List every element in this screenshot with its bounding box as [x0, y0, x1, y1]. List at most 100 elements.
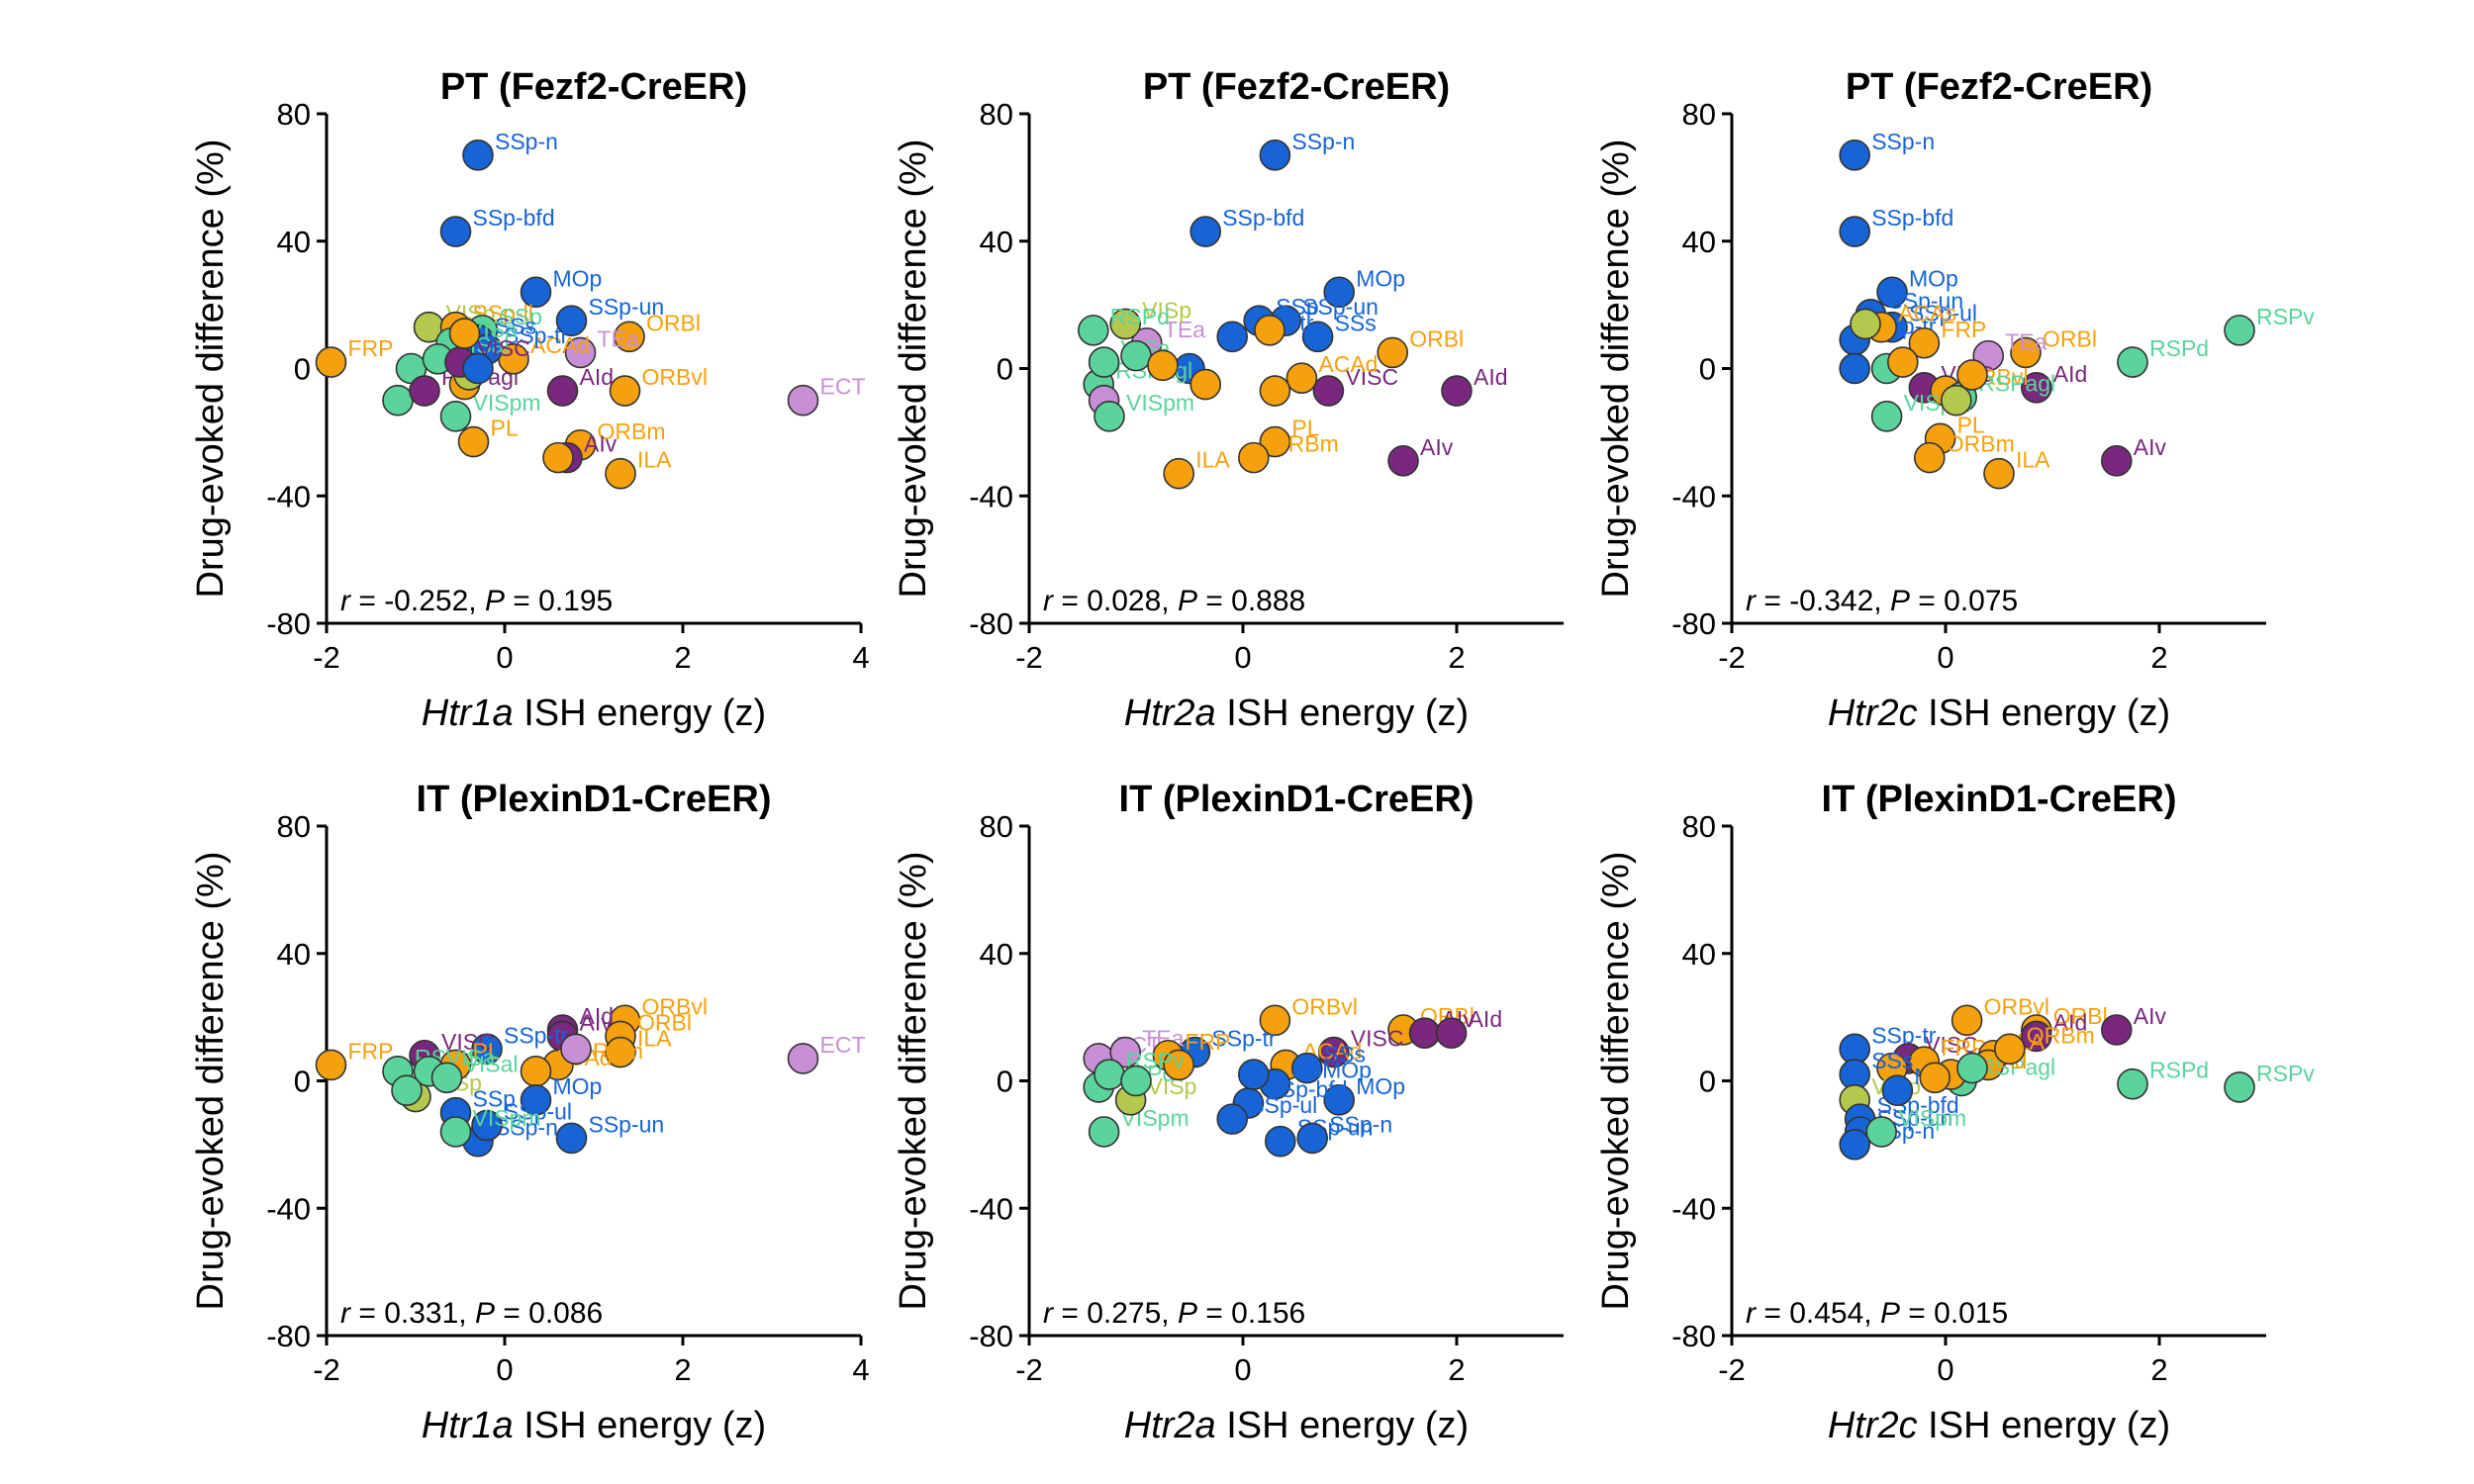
- point-label: TEa: [2005, 329, 2046, 355]
- panel-title: PT (Fezf2-CreER): [1846, 66, 2152, 108]
- y-tick-label: -80: [1671, 606, 1716, 641]
- point-label: ORBl: [646, 310, 701, 335]
- data-point: [2224, 315, 2255, 346]
- y-tick-label: 40: [277, 937, 311, 972]
- data-point: [439, 216, 472, 247]
- y-tick-label: -80: [1671, 1319, 1716, 1353]
- data-point: [1323, 1084, 1355, 1116]
- data-point: [546, 375, 579, 407]
- scatter-panel-3: PT (Fezf2-CreER) 80 40 0 -40 -80-2 0 2 Htr2c ISH…: [1595, 66, 2315, 734]
- x-axis-unit: ISH energy (z): [1918, 693, 2171, 734]
- y-tick-label: -80: [969, 1319, 1013, 1353]
- x-tick-label: 2: [1448, 640, 1465, 675]
- data-point: [315, 1049, 347, 1081]
- x-tick-label: 4: [852, 640, 869, 675]
- point-label: ORBl: [2053, 1003, 2108, 1029]
- stat-r-label: r: [340, 1297, 351, 1330]
- point-label: SSp-un: [1887, 288, 1963, 314]
- stat-p-value: = 0.086: [495, 1297, 603, 1330]
- point-label: SSp-n: [1329, 1111, 1392, 1137]
- data-point: [1088, 1116, 1120, 1148]
- point-label: ILA: [637, 447, 672, 473]
- y-axis-label: Drug-evoked difference (%): [190, 852, 232, 1311]
- data-point: [430, 1062, 463, 1094]
- data-point: [1956, 1052, 1988, 1084]
- data-point: [520, 1084, 552, 1116]
- x-tick-label: 2: [674, 1352, 691, 1387]
- data-point: [1919, 1062, 1951, 1094]
- data-point: [1850, 308, 1881, 340]
- data-point: [1323, 276, 1355, 309]
- point-label: MOp: [1356, 265, 1405, 291]
- data-point: [605, 1036, 636, 1068]
- stat-p-value: = 0.195: [505, 585, 613, 617]
- data-point: [2224, 1071, 2255, 1103]
- y-tick-label: -40: [1671, 479, 1716, 513]
- point-label: TEa: [1164, 317, 1205, 342]
- x-axis-unit: ISH energy (z): [1216, 693, 1470, 734]
- stat-p-label: P: [1178, 585, 1197, 617]
- stat-r-value: = -0.252,: [350, 585, 485, 617]
- data-point: [382, 384, 414, 417]
- point-label: SSMOp: [1291, 1058, 1372, 1083]
- point-label: SSp: [500, 304, 542, 329]
- y-tick-label: 80: [980, 97, 1013, 132]
- point-label: AIv: [1420, 434, 1454, 460]
- x-axis-gene: Htr2c: [1828, 693, 1918, 734]
- data-point: [1259, 139, 1291, 171]
- x-axis-gene: Htr1a: [422, 693, 514, 734]
- point-label: VISal: [464, 1051, 519, 1076]
- data-point: [560, 1033, 592, 1066]
- data-point: [1951, 1004, 1983, 1037]
- point-label: SSp-tr: [504, 323, 569, 348]
- data-point: [1983, 457, 2015, 490]
- data-point: [1094, 1059, 1125, 1090]
- point-label: SSp-un: [589, 294, 665, 320]
- point-label: FRP: [1941, 317, 1986, 342]
- data-point: [1377, 336, 1408, 369]
- point-label: AId: [580, 1003, 615, 1029]
- data-point: [1265, 1125, 1296, 1158]
- y-tick-label: 40: [980, 225, 1013, 259]
- data-point: [471, 1033, 503, 1066]
- data-point: [2101, 1014, 2133, 1046]
- point-label: SSp-tr: [504, 1022, 569, 1048]
- panel-title: PT (Fezf2-CreER): [1143, 66, 1450, 108]
- x-tick-label: -2: [1015, 640, 1043, 675]
- point-label: RSPagl: [1978, 370, 2055, 396]
- y-tick-label: -40: [969, 1191, 1013, 1226]
- stat-r-value: = 0.454,: [1756, 1297, 1880, 1330]
- correlation-stat: r = 0.275, P = 0.156: [1043, 1297, 1305, 1330]
- stat-r-label: r: [340, 585, 351, 617]
- point-label: FRP: [348, 335, 394, 361]
- point-label: ACAs: [1898, 301, 1956, 326]
- scatter-panel-2: PT (Fezf2-CreER) 80 40 0 -40 -80-2 0 2 Htr2a ISH…: [893, 66, 1564, 734]
- point-label: SSs: [495, 314, 536, 339]
- point-label: ORBm: [598, 418, 666, 444]
- data-point: [1887, 346, 1919, 378]
- point-label: AIv: [2134, 434, 2167, 460]
- point-label: AId: [1474, 364, 1508, 390]
- scatter-panel-5: IT (PlexinD1-CreER) 80 40 0 -40 -80-2 0 2 Htr2a …: [893, 779, 1564, 1446]
- stat-r-value: = 0.331,: [350, 1297, 475, 1330]
- y-axis-label: Drug-evoked difference (%): [893, 139, 934, 599]
- y-tick-label: 0: [997, 352, 1013, 387]
- x-axis-label: Htr2a ISH energy (z): [1124, 1405, 1469, 1446]
- point-label: SSs: [1324, 1042, 1366, 1067]
- data-point: [1259, 425, 1291, 458]
- data-point: [1865, 1116, 1897, 1148]
- data-point: [605, 457, 636, 490]
- y-tick-label: 80: [277, 97, 311, 132]
- stat-r-label: r: [1746, 1297, 1757, 1330]
- y-tick-label: 40: [1682, 937, 1716, 972]
- x-tick-label: 2: [2150, 1352, 2167, 1387]
- data-point: [1408, 1017, 1441, 1050]
- data-point: [1318, 1036, 1350, 1068]
- data-point: [1088, 346, 1120, 378]
- data-point: [520, 276, 552, 309]
- point-label: SSp-bfd: [473, 205, 555, 231]
- point-label: AIv: [584, 431, 618, 457]
- data-point: [555, 305, 588, 337]
- point-label: SSp-tr: [1211, 1026, 1277, 1052]
